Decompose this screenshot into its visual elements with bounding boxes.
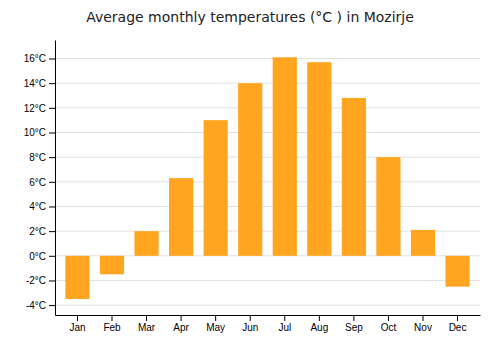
bar [411, 230, 435, 256]
x-tick: Jul [278, 315, 291, 333]
bar [204, 120, 228, 256]
bar [65, 256, 89, 299]
grid-line [55, 58, 480, 59]
x-axis-line [56, 315, 481, 316]
bar [307, 62, 331, 256]
x-tick-label: Jun [242, 322, 258, 333]
y-tick-label: 2°C [29, 226, 46, 237]
x-tick-label: Sep [345, 322, 363, 333]
bars [65, 57, 469, 299]
y-tick-mark [49, 206, 55, 207]
y-axis: -4°C -2°C 0°C 2°C 4°C 6°C 8°C 10°C 12°C 14°C 16°C [24, 41, 56, 316]
x-tick: Aug [310, 315, 328, 333]
x-tick-label: Apr [173, 322, 189, 333]
x-tick-mark [112, 315, 113, 321]
x-tick: May [206, 315, 225, 333]
x-tick: Dec [449, 315, 467, 333]
y-tick-label: -4°C [26, 300, 46, 311]
x-tick-label: Dec [449, 322, 467, 333]
x-tick: Oct [381, 315, 397, 333]
x-tick-mark [181, 315, 182, 321]
y-tick-mark [49, 157, 55, 158]
x-tick: Jun [242, 315, 258, 333]
y-tick-mark [49, 132, 55, 133]
y-tick: 0°C [29, 251, 55, 262]
y-tick-mark [49, 58, 55, 59]
x-tick-label: Feb [103, 322, 121, 333]
x-tick-mark [77, 315, 78, 321]
grid-line [55, 157, 480, 158]
x-tick-label: May [206, 322, 225, 333]
y-tick-mark [49, 83, 55, 84]
bar [445, 256, 469, 287]
y-tick: 8°C [29, 152, 55, 163]
grid [55, 58, 480, 305]
x-tick-mark [250, 315, 251, 321]
x-tick-mark [422, 315, 423, 321]
y-tick: 12°C [24, 103, 55, 114]
y-tick: -4°C [26, 300, 55, 311]
y-tick-mark [49, 108, 55, 109]
x-tick: Sep [345, 315, 363, 333]
title: Average monthly temperatures (°C ) in Mo… [86, 9, 414, 25]
x-tick: Feb [103, 315, 121, 333]
x-tick: Apr [173, 315, 189, 333]
chart: Average monthly temperatures (°C ) in Mo… [0, 0, 500, 350]
y-tick-label: 4°C [29, 201, 46, 212]
y-tick: -2°C [26, 275, 55, 286]
grid-line [55, 305, 480, 306]
x-tick-label: Oct [381, 322, 397, 333]
x-tick-label: Jul [278, 322, 291, 333]
y-tick-label: 6°C [29, 177, 46, 188]
y-tick-label: 14°C [24, 78, 46, 89]
y-axis-line [55, 41, 56, 316]
grid-line [55, 107, 480, 108]
bar [273, 57, 297, 256]
y-tick: 4°C [29, 201, 55, 212]
x-tick-mark [388, 315, 389, 321]
y-tick-label: 10°C [24, 127, 46, 138]
x-tick-label: Mar [138, 322, 156, 333]
x-tick-label: Jan [69, 322, 85, 333]
x-tick-mark [457, 315, 458, 321]
y-tick-label: -2°C [26, 275, 46, 286]
y-tick-label: 0°C [29, 251, 46, 262]
y-tick-mark [49, 231, 55, 232]
y-tick-label: 16°C [24, 53, 46, 64]
y-tick: 2°C [29, 226, 55, 237]
y-tick-mark [49, 305, 55, 306]
y-tick-mark [49, 182, 55, 183]
bar [342, 98, 366, 256]
bar [169, 178, 193, 256]
x-tick-mark [284, 315, 285, 321]
x-tick-mark [319, 315, 320, 321]
y-tick: 6°C [29, 177, 55, 188]
grid-line [55, 206, 480, 207]
y-tick-mark [49, 280, 55, 281]
x-tick-mark [146, 315, 147, 321]
y-tick: 14°C [24, 78, 55, 89]
plot: -4°C -2°C 0°C 2°C 4°C 6°C 8°C 10°C 12°C 14°C 16°C J… [24, 41, 481, 334]
x-tick-label: Aug [310, 322, 328, 333]
x-tick: Jan [69, 315, 85, 333]
bar [134, 231, 158, 256]
grid-line [55, 83, 480, 84]
x-tick: Nov [414, 315, 432, 333]
x-tick-mark [215, 315, 216, 321]
x-axis: Jan Feb Mar Apr May Jun Jul Aug Sep Oct Nov Dec [56, 315, 481, 333]
bar [238, 83, 262, 256]
y-tick: 10°C [24, 127, 55, 138]
grid-line [55, 132, 480, 133]
y-tick: 16°C [24, 53, 55, 64]
x-tick-label: Nov [414, 322, 432, 333]
y-tick-mark [49, 256, 55, 257]
bar [100, 256, 124, 274]
y-tick-label: 12°C [24, 103, 46, 114]
y-tick-label: 8°C [29, 152, 46, 163]
grid-line [55, 280, 480, 281]
x-tick: Mar [138, 315, 156, 333]
bar [376, 157, 400, 256]
grid-line [55, 181, 480, 182]
x-tick-mark [353, 315, 354, 321]
